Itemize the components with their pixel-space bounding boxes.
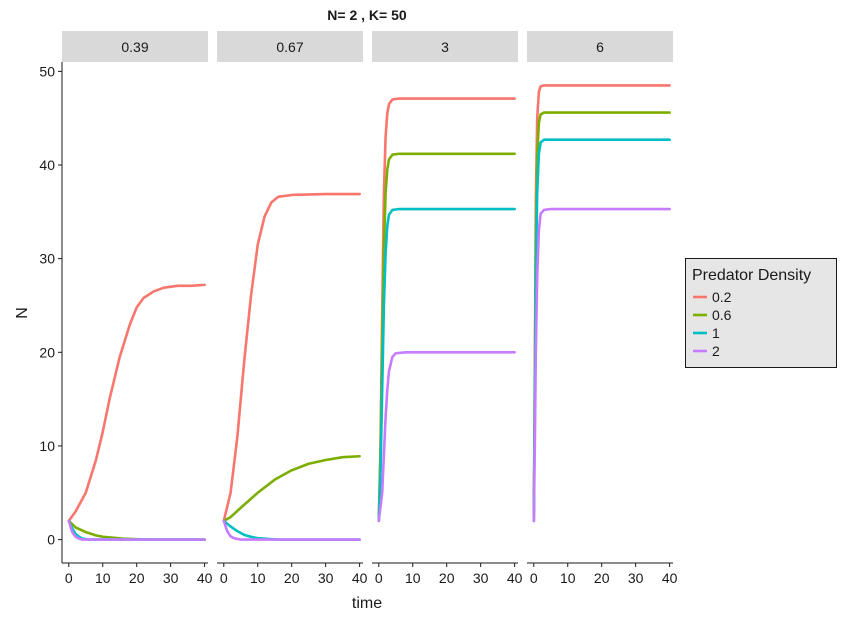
- y-tick-label: 50: [39, 63, 55, 79]
- x-tick-label: 20: [129, 570, 145, 586]
- legend-label-1: 1: [712, 325, 720, 341]
- facet-strip-label: 0.67: [276, 39, 303, 55]
- series-line-0.6: [67, 519, 206, 541]
- facet-panel-0.39: 0.39 0 10 20 30 40: [62, 31, 213, 586]
- series-line-1: [67, 519, 206, 541]
- x-tick-label: 30: [473, 570, 489, 586]
- x-tick-label: 40: [662, 570, 678, 586]
- series-line-2: [222, 519, 361, 541]
- x-tick-label: 0: [220, 570, 228, 586]
- series-line-1: [222, 519, 361, 541]
- series-line-0.2: [532, 84, 671, 523]
- x-tick-label: 20: [594, 570, 610, 586]
- x-tick-label: 30: [163, 570, 179, 586]
- series-line-2: [532, 207, 671, 523]
- series-line-0.2: [67, 283, 206, 523]
- series-line-2: [67, 519, 206, 541]
- x-tick-label: 10: [250, 570, 266, 586]
- legend: Predator Density 0.2 0.6 1 2: [685, 258, 837, 368]
- x-tick-label: 20: [284, 570, 300, 586]
- y-tick-label: 10: [39, 438, 55, 454]
- facet-strip: [217, 31, 363, 62]
- legend-label-2: 2: [712, 343, 720, 359]
- facet-strip-label: 6: [596, 39, 604, 55]
- series-line-0.6: [532, 111, 671, 523]
- facet-strip-label: 3: [441, 39, 449, 55]
- legend-label-0.2: 0.2: [712, 289, 732, 305]
- x-tick-label: 30: [628, 570, 644, 586]
- series-line-1: [377, 207, 516, 523]
- series-line-0.2: [377, 97, 516, 523]
- x-tick-label: 40: [507, 570, 523, 586]
- series-line-1: [532, 138, 671, 523]
- x-tick-label: 0: [375, 570, 383, 586]
- x-axis-title: time: [352, 595, 382, 612]
- facet-strip: [372, 31, 518, 62]
- facet-strip: [62, 31, 208, 62]
- x-tick-label: 10: [95, 570, 111, 586]
- legend-label-0.6: 0.6: [712, 307, 732, 323]
- y-tick-label: 0: [47, 532, 55, 548]
- x-tick-label: 20: [439, 570, 455, 586]
- y-tick-label: 20: [39, 344, 55, 360]
- x-tick-label: 10: [405, 570, 421, 586]
- y-axis-title: N: [14, 307, 31, 319]
- chart-title: N= 2 , K= 50: [327, 7, 407, 23]
- x-tick-label: 0: [530, 570, 538, 586]
- x-tick-label: 10: [560, 570, 576, 586]
- facet-strip: [527, 31, 673, 62]
- series-line-2: [377, 351, 516, 523]
- facet-panel-3: 30 10 20 30 40: [372, 31, 523, 586]
- x-tick-label: 40: [197, 570, 213, 586]
- facet-panel-0.67: 0.67 0 10 20 30 40: [217, 31, 368, 586]
- legend-box: [685, 258, 837, 368]
- facet-strip-label: 0.39: [121, 39, 148, 55]
- x-tick-label: 40: [352, 570, 368, 586]
- x-tick-label: 0: [65, 570, 73, 586]
- y-axis: 0 10 20 30 40 50: [39, 62, 63, 563]
- series-line-0.6: [222, 454, 361, 523]
- y-tick-label: 30: [39, 251, 55, 267]
- legend-title: Predator Density: [692, 267, 811, 284]
- facet-panel-6: 6 0 10 20 30 40: [527, 31, 678, 586]
- y-tick-label: 40: [39, 157, 55, 173]
- series-line-0.2: [222, 192, 361, 523]
- x-tick-label: 30: [318, 570, 334, 586]
